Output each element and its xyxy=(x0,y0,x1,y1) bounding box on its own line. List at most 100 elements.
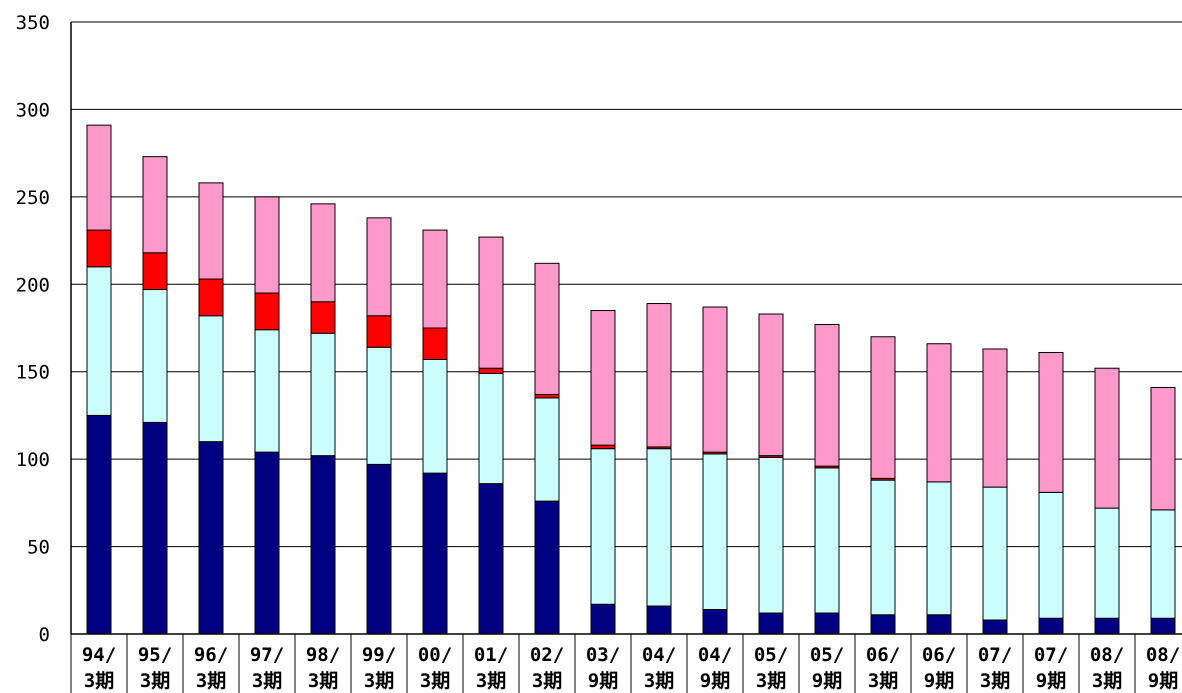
bar-segment xyxy=(1038,351,1064,493)
bar-segment xyxy=(142,421,168,635)
x-tick-label-top: 98/ xyxy=(306,644,340,666)
bar-segment xyxy=(870,479,896,616)
bar-segment xyxy=(590,448,616,605)
x-tick-label-bottom: 3期 xyxy=(252,670,282,692)
bar-segment xyxy=(198,278,224,317)
bar-segment xyxy=(478,483,504,635)
bar-segment xyxy=(982,486,1008,621)
bar-segment xyxy=(590,603,616,635)
x-tick-label-bottom: 9期 xyxy=(1036,670,1066,692)
bar-segment xyxy=(926,343,952,483)
x-tick-label-bottom: 9期 xyxy=(812,670,842,692)
x-tick-label-top: 05/ xyxy=(754,644,788,666)
bar-segment xyxy=(814,612,840,635)
x-tick-label-top: 07/ xyxy=(1034,644,1068,666)
bar-segment xyxy=(310,332,336,457)
bar-segment xyxy=(814,467,840,614)
bar-segment xyxy=(366,346,392,465)
x-tick-label-top: 05/ xyxy=(810,644,844,666)
x-tick-label-bottom: 3期 xyxy=(756,670,786,692)
bar-segment xyxy=(758,313,784,457)
bar-segment xyxy=(310,203,336,303)
x-tick-label-bottom: 3期 xyxy=(420,670,450,692)
x-tick-labels: 94/3期 95/3期 96/3期 97/3期 98/3期 99/3期 00/3期 01/3期… xyxy=(82,644,1180,692)
bar-segment xyxy=(254,196,280,294)
x-tick-label-bottom: 3期 xyxy=(532,670,562,692)
bar-segment xyxy=(814,324,840,467)
bar-segment xyxy=(646,303,672,448)
x-tick-label-bottom: 3期 xyxy=(868,670,898,692)
bar-segment xyxy=(926,614,952,635)
x-tick-label-bottom: 3期 xyxy=(476,670,506,692)
x-tick-label-bottom: 3期 xyxy=(196,670,226,692)
axes xyxy=(70,22,1182,693)
x-tick-label-top: 08/ xyxy=(1090,644,1124,666)
bar-segment xyxy=(142,289,168,423)
bar-segment xyxy=(646,605,672,635)
bar-segment xyxy=(870,614,896,635)
bar-segment xyxy=(758,456,784,614)
bar-segment xyxy=(198,315,224,443)
bar-segment xyxy=(478,367,504,374)
bar-segment xyxy=(478,236,504,369)
y-tick-label: 350 xyxy=(16,12,50,34)
bar-segment xyxy=(534,393,560,399)
bar-segment xyxy=(590,310,616,446)
x-tick-label-bottom: 3期 xyxy=(84,670,114,692)
bar-segment xyxy=(1094,367,1120,509)
bar-segment xyxy=(590,444,616,450)
bar-segment xyxy=(1150,617,1176,635)
y-tick-label: 300 xyxy=(16,99,50,121)
bar-segment xyxy=(534,500,560,635)
bar-segment xyxy=(926,481,952,616)
bar-segment xyxy=(478,372,504,485)
bar-segment xyxy=(534,262,560,395)
x-tick-label-top: 06/ xyxy=(922,644,956,666)
x-tick-label-bottom: 3期 xyxy=(308,670,338,692)
bar-segment xyxy=(870,336,896,479)
bar-segment xyxy=(422,472,448,635)
x-tick-label-bottom: 3期 xyxy=(140,670,170,692)
bar-segment xyxy=(366,315,392,348)
x-tick-label-bottom: 3期 xyxy=(980,670,1010,692)
x-tick-label-top: 94/ xyxy=(82,644,116,666)
bar-segment xyxy=(142,156,168,254)
x-tick-label-bottom: 9期 xyxy=(1148,670,1178,692)
bar-segment xyxy=(1038,617,1064,635)
bar-segment xyxy=(646,448,672,607)
x-tick-label-top: 97/ xyxy=(250,644,284,666)
bar-segment xyxy=(758,612,784,635)
x-tick-label-top: 04/ xyxy=(698,644,732,666)
bar-segment xyxy=(366,463,392,635)
x-tick-label-bottom: 3期 xyxy=(1092,670,1122,692)
x-tick-label-top: 04/ xyxy=(642,644,676,666)
x-tick-label-top: 96/ xyxy=(194,644,228,666)
gridlines xyxy=(71,21,1182,548)
x-tick-label-top: 06/ xyxy=(866,644,900,666)
bar-segment xyxy=(86,124,112,231)
y-tick-labels: 0 50 100 150 200 250 300 350 xyxy=(16,12,50,646)
x-tick-label-top: 99/ xyxy=(362,644,396,666)
x-tick-label-top: 00/ xyxy=(418,644,452,666)
bar-segment xyxy=(422,327,448,360)
bar-segment xyxy=(982,619,1008,635)
x-tick-label-bottom: 9期 xyxy=(924,670,954,692)
x-tick-label-bottom: 9期 xyxy=(588,670,618,692)
bar-segment xyxy=(254,292,280,331)
x-tick-label-top: 07/ xyxy=(978,644,1012,666)
bar-segment xyxy=(310,455,336,635)
y-tick-label: 200 xyxy=(16,274,50,296)
x-tick-label-bottom: 9期 xyxy=(700,670,730,692)
x-tick-label-top: 08/ xyxy=(1146,644,1180,666)
bar-segment xyxy=(1038,491,1064,619)
bar-segment xyxy=(1150,386,1176,511)
y-tick-label: 0 xyxy=(39,624,50,646)
x-tick-label-top: 03/ xyxy=(586,644,620,666)
y-tick-label: 50 xyxy=(27,537,50,559)
bar-segment xyxy=(422,229,448,329)
bar-segment xyxy=(702,453,728,611)
y-tick-label: 100 xyxy=(16,449,50,471)
y-tick-label: 150 xyxy=(16,362,50,384)
x-tick-label-bottom: 3期 xyxy=(644,670,674,692)
